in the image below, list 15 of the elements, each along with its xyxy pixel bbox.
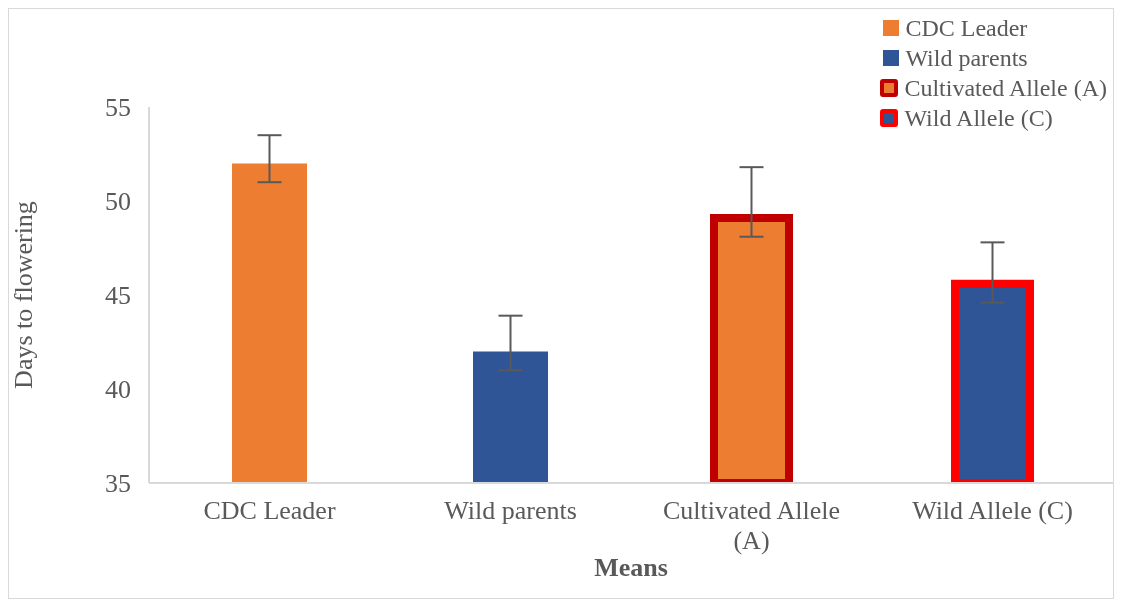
y-tick-label: 50 bbox=[105, 187, 131, 217]
y-tick-label: 55 bbox=[105, 93, 131, 123]
y-axis-title: Days to flowering bbox=[9, 201, 39, 389]
legend-label: Cultivated Allele (A) bbox=[904, 74, 1107, 103]
x-tick-label: Wild parents bbox=[444, 496, 577, 525]
x-tick-label: CDC Leader bbox=[203, 496, 336, 525]
x-tick-label: Cultivated Allele (A) bbox=[663, 496, 840, 555]
y-tick-label: 40 bbox=[105, 375, 131, 405]
y-tick-label: 35 bbox=[105, 469, 131, 499]
x-tick-label: Wild Allele (C) bbox=[912, 496, 1073, 525]
legend-label: CDC Leader bbox=[905, 14, 1028, 43]
legend-label: Wild Allele (C) bbox=[904, 104, 1053, 133]
legend-label: Wild parents bbox=[905, 44, 1028, 73]
x-axis-title: Means bbox=[594, 553, 668, 582]
y-tick-label: 45 bbox=[105, 281, 131, 311]
